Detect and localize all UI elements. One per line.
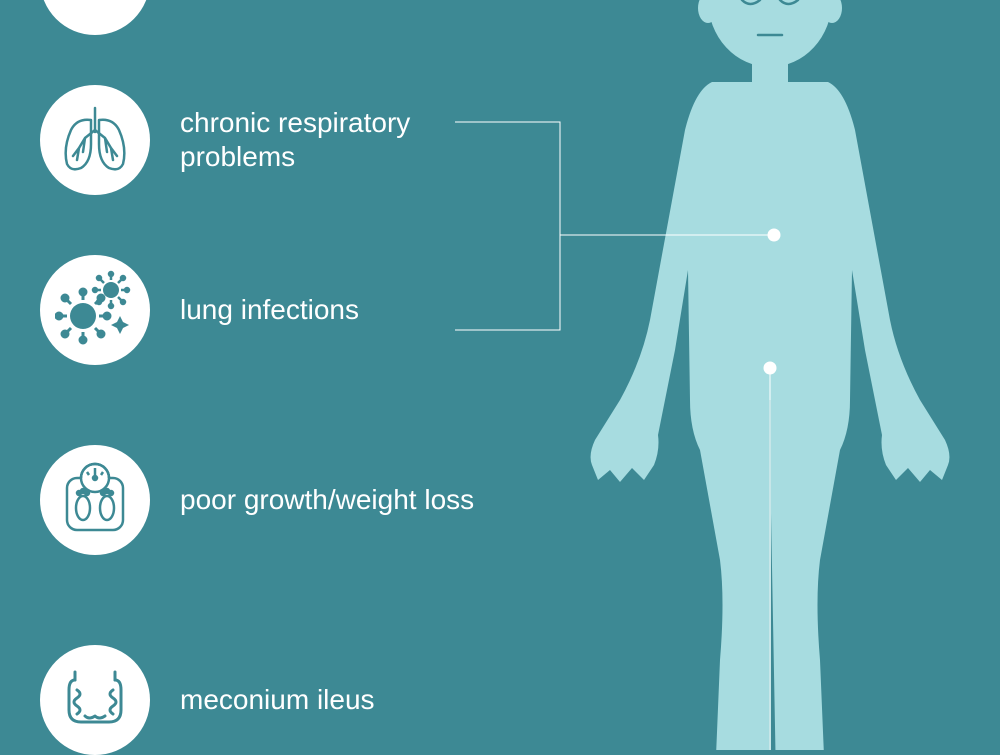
infections-label: lung infections <box>180 293 359 327</box>
intestine-icon <box>40 645 150 755</box>
symptom-row-infections: lung infections <box>40 255 359 365</box>
lungs-icon <box>40 85 150 195</box>
abdomen-marker <box>764 362 776 374</box>
chest-marker <box>768 229 780 241</box>
growth-label: poor growth/weight loss <box>180 483 474 517</box>
virus-icon <box>40 255 150 365</box>
symptom-row-partial <box>40 0 150 35</box>
partial-icon <box>40 0 150 35</box>
symptom-row-growth: poor growth/weight loss <box>40 445 474 555</box>
symptom-row-respiratory: chronic respiratory problems <box>40 85 480 195</box>
scale-icon <box>40 445 150 555</box>
meconium-label: meconium ileus <box>180 683 375 717</box>
respiratory-label: chronic respiratory problems <box>180 106 480 173</box>
symptom-row-meconium: meconium ileus <box>40 645 375 755</box>
